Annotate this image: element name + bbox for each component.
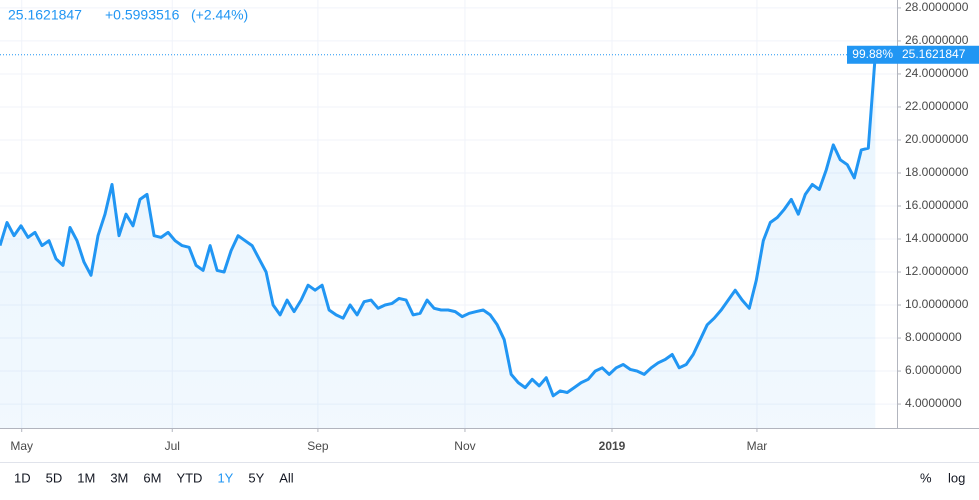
last-price-label: 25.1621847 [902,47,966,61]
y-tick-label: 18.0000000 [905,165,969,179]
percent-tag [847,45,897,64]
y-tick-label: 28.0000000 [905,0,969,14]
range-button[interactable]: 5D [46,470,63,485]
range-button[interactable]: 6M [143,470,161,485]
price-change: +0.5993516 [105,7,180,23]
range-button[interactable]: 5Y [248,470,264,485]
y-tick-label: 20.0000000 [905,132,969,146]
price-line [0,54,877,398]
area [0,54,876,429]
percent-label: 99.88% [852,47,893,61]
y-tick-label: 8.0000000 [905,330,962,344]
range-button[interactable]: 1M [77,470,95,485]
range-button[interactable]: 1Y [217,470,233,485]
y-tick-label: 6.0000000 [905,363,962,377]
x-tick-label: Mar [747,439,768,453]
price-change-percent: (+2.44%) [191,7,248,23]
range-button[interactable]: 3M [110,470,128,485]
y-tick-label: 4.0000000 [905,396,962,410]
last-price: 25.1621847 [8,7,82,23]
y-tick-label: 14.0000000 [905,231,969,245]
range-button[interactable]: 1D [14,470,31,485]
x-tick-label: 2019 [599,439,626,453]
range-button[interactable]: All [279,470,294,485]
x-tick-label: Sep [307,439,329,453]
x-tick-label: Nov [454,439,475,453]
range-button[interactable]: YTD [176,470,202,485]
y-tick-label: 16.0000000 [905,198,969,212]
y-tick-label: 12.0000000 [905,264,969,278]
y-tick-label: 24.0000000 [905,66,969,80]
y-tick-label: 22.0000000 [905,99,969,113]
y-tick-label: 26.0000000 [905,33,969,47]
x-tick-label: May [10,439,33,453]
last-price-tag [897,45,979,64]
scale-option[interactable]: log [948,470,965,485]
x-tick-label: Jul [165,439,180,453]
header: 25.1621847 +0.5993516 (+2.44%) [8,7,248,23]
y-tick-label: 10.0000000 [905,297,969,311]
scale-option[interactable]: % [920,470,932,485]
